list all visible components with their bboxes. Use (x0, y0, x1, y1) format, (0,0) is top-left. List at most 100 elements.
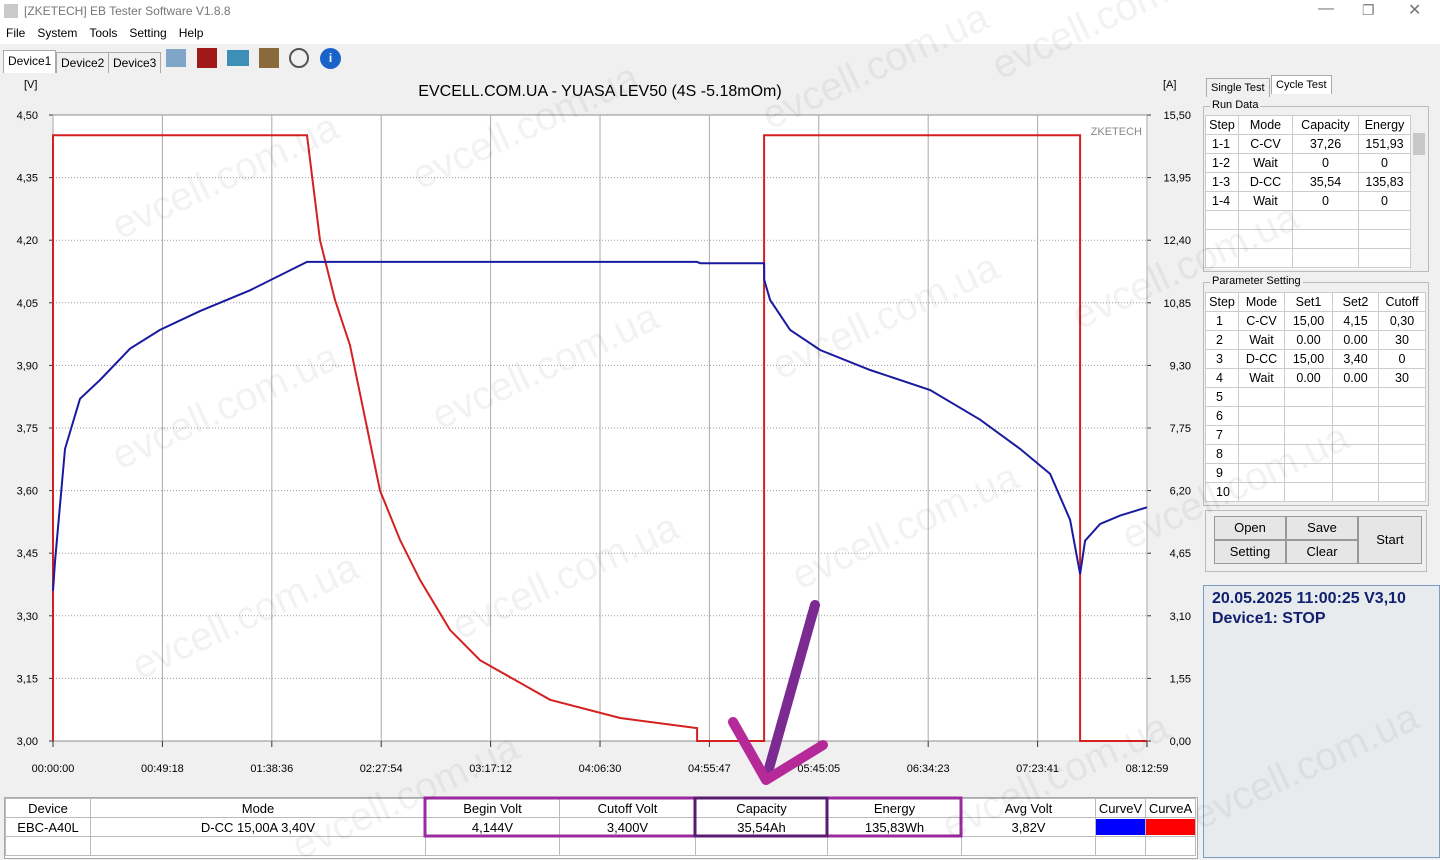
legend-swatch (1146, 819, 1195, 835)
button-group: Open Save Setting Clear Start (1205, 510, 1427, 572)
table-row[interactable]: 4 Wait 0.00 0.00 30 (1205, 368, 1426, 388)
table-cell: 135,83 (1358, 172, 1410, 192)
table-cell (1238, 387, 1285, 407)
table-cell (1332, 406, 1379, 426)
menu-item[interactable]: File (6, 26, 26, 40)
table-cell (1284, 406, 1333, 426)
open-icon[interactable] (166, 49, 186, 67)
table-row[interactable]: 7 (1205, 425, 1426, 445)
table-cell (1332, 387, 1379, 407)
table-cell (1238, 229, 1293, 249)
table-cell: 1-1 (1205, 134, 1239, 154)
y2-tick-label: 6,20 (1170, 486, 1191, 498)
menu-item[interactable]: Tools (89, 26, 118, 40)
table-cell: 0.00 (1332, 330, 1379, 350)
menu-item[interactable]: Setting (129, 26, 167, 40)
table-cell (1358, 210, 1410, 230)
header-cell: Avg Volt (961, 798, 1096, 818)
table-cell: 2 (1205, 330, 1239, 350)
clear-button[interactable]: Clear (1286, 540, 1358, 564)
value-cell: 4,144V (425, 817, 560, 837)
run-data-table: Step Mode Capacity Energy 1-1 C-CV 37,26 151,93… (1205, 115, 1410, 269)
start-button[interactable]: Start (1358, 516, 1422, 564)
table-row[interactable]: 3 D-CC 15,00 3,40 0 (1205, 349, 1426, 369)
table-row[interactable]: 8 (1205, 444, 1426, 464)
save-icon[interactable] (197, 48, 217, 68)
table-row[interactable]: 1-1 C-CV 37,26 151,93 (1205, 134, 1410, 154)
info-icon[interactable]: i (320, 48, 341, 69)
table-cell (1292, 248, 1359, 268)
mode-tab[interactable]: Single Test (1206, 78, 1270, 97)
table-cell: 3,40 (1332, 349, 1379, 369)
zoom-icon[interactable] (289, 48, 309, 68)
setting-button[interactable]: Setting (1214, 540, 1286, 564)
header-cell: Capacity (695, 798, 828, 818)
y2-tick-label: 0,00 (1170, 736, 1191, 748)
open-button[interactable]: Open (1214, 516, 1286, 540)
legend-cell (1095, 817, 1146, 837)
chart-title: EVCELL.COM.UA - YUASA LEV50 (4S -5.18mOm… (418, 83, 781, 100)
table-cell (1378, 425, 1426, 445)
legend-entry: CurveA (1145, 798, 1196, 818)
title-bar: [ZKETECH] EB Tester Software V1.8.8 — ❐ … (0, 0, 1440, 22)
parameter-group: Parameter Setting Step Mode Set1 Set2 Cutoff… (1203, 275, 1429, 506)
table-row[interactable]: 1-3 D-CC 35,54 135,83 (1205, 172, 1410, 192)
table-row[interactable]: 10 (1205, 482, 1426, 502)
empty-cell (425, 836, 560, 856)
table-cell: 0 (1292, 153, 1359, 173)
table-row[interactable]: 9 (1205, 463, 1426, 483)
header-cell: Mode (1238, 115, 1293, 135)
table-cell (1238, 210, 1293, 230)
header-row: Device Mode Begin Volt Cutoff Volt Capacity E… (5, 798, 1196, 818)
y2-tick-label: 4,65 (1170, 548, 1191, 560)
minimize-button[interactable]: — (1318, 0, 1334, 17)
table-row[interactable]: 1-2 Wait 0 0 (1205, 153, 1410, 173)
close-button[interactable]: ✕ (1408, 2, 1422, 19)
menu-item[interactable]: System (37, 26, 78, 40)
brand-label: ZKETECH (1091, 126, 1142, 138)
device-tab[interactable]: Device2 (56, 52, 110, 73)
table-cell: Wait (1238, 153, 1293, 173)
scroll-thumb[interactable] (1413, 133, 1425, 155)
y2-tick-label: 13,95 (1163, 173, 1191, 185)
table-cell (1238, 444, 1285, 464)
device-tab[interactable]: Device3 (108, 52, 162, 73)
table-cell (1238, 248, 1293, 268)
maximize-button[interactable]: ❐ (1362, 2, 1375, 18)
table-row[interactable]: 1 C-CV 15,00 4,15 0,30 (1205, 311, 1426, 331)
empty-cell (5, 836, 91, 856)
y2-tick-label: 12,40 (1163, 235, 1191, 247)
x-tick-label: 00:00:00 (32, 763, 75, 775)
device-tab[interactable]: Device1 (3, 50, 57, 73)
value-cell: D-CC 15,00A 3,40V (90, 817, 426, 837)
header-cell: Begin Volt (425, 798, 560, 818)
toolbar: i (164, 47, 344, 71)
image-icon[interactable] (227, 50, 249, 66)
table-row[interactable] (1205, 229, 1410, 249)
table-cell: 0 (1378, 349, 1426, 369)
table-cell: 4,15 (1332, 311, 1379, 331)
table-row[interactable]: 6 (1205, 406, 1426, 426)
table-cell: D-CC (1238, 349, 1285, 369)
table-row[interactable] (1205, 248, 1410, 268)
empty-row (5, 836, 1196, 856)
y-tick-label: 4,50 (17, 110, 38, 122)
header-cell: Step (1205, 115, 1239, 135)
menu-item[interactable]: Help (178, 26, 204, 40)
scrollbar[interactable] (1410, 115, 1427, 269)
table-row[interactable]: 1-4 Wait 0 0 (1205, 191, 1410, 211)
mode-tab[interactable]: Cycle Test (1271, 75, 1332, 94)
table-cell: 0 (1358, 191, 1410, 211)
y-tick-label: 3,60 (17, 486, 38, 498)
tools-icon[interactable] (259, 48, 279, 68)
table-cell: 9 (1205, 463, 1239, 483)
table-row[interactable]: 5 (1205, 387, 1426, 407)
table-cell (1378, 463, 1426, 483)
table-cell: 1-3 (1205, 172, 1239, 192)
header-cell: Set2 (1332, 292, 1379, 312)
table-cell: Wait (1238, 191, 1293, 211)
table-row[interactable] (1205, 210, 1410, 230)
table-row[interactable]: 2 Wait 0.00 0.00 30 (1205, 330, 1426, 350)
save-button[interactable]: Save (1286, 516, 1358, 540)
